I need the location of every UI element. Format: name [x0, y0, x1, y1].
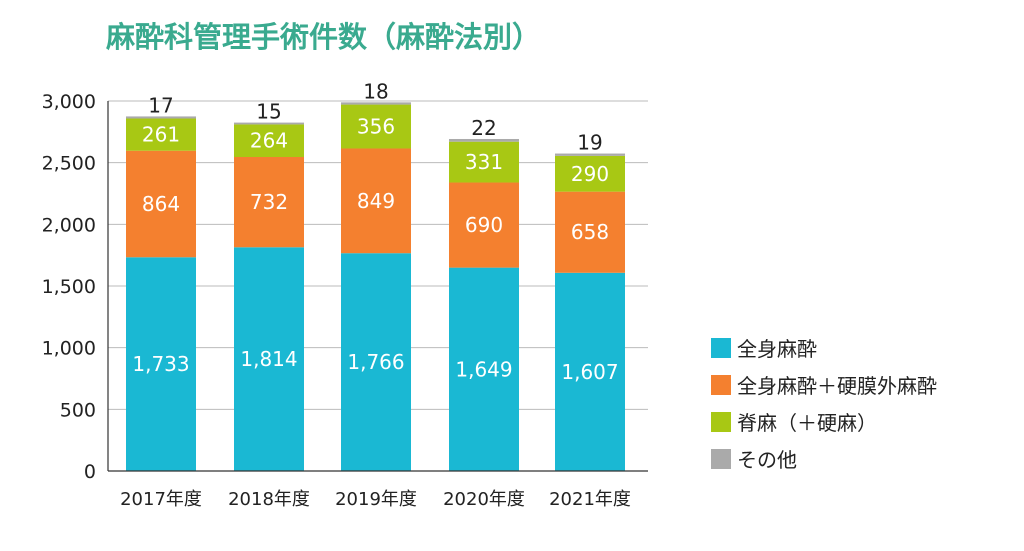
data-label: 264 [250, 129, 288, 153]
data-label: 864 [142, 192, 180, 216]
legend-swatch [711, 375, 731, 395]
bar-segment [449, 141, 519, 183]
data-label: 22 [471, 116, 496, 140]
data-label: 1,649 [455, 357, 512, 381]
y-tick-label: 2,000 [42, 214, 96, 236]
data-label: 732 [250, 190, 288, 214]
y-tick-label: 3,000 [42, 91, 96, 113]
legend-swatch [711, 412, 731, 432]
bar-segment [126, 116, 196, 119]
data-label: 331 [465, 150, 503, 174]
axes: 0 500 1,000 1,500 2,000 2,500 3,000 2017年度 2018年… [42, 91, 648, 510]
x-tick-label: 2019年度 [335, 489, 417, 510]
bars [126, 102, 625, 471]
legend-label: 全身麻酔 [737, 337, 817, 361]
bar-segment [234, 124, 304, 157]
bar-segment [449, 267, 519, 471]
legend-swatch [711, 338, 731, 358]
bar-segment [555, 155, 625, 192]
bar-segment [555, 272, 625, 471]
bar-segment [126, 118, 196, 151]
data-label: 261 [142, 123, 180, 147]
data-label: 849 [357, 189, 395, 213]
y-tick-label: 1,500 [42, 276, 96, 298]
data-labels: 1,733 864 261 17 1,814 732 264 15 1,766 849 356 18 1… [132, 79, 618, 384]
data-label: 690 [465, 213, 503, 237]
bar-segment [234, 247, 304, 471]
bar-segment [555, 153, 625, 156]
bar-segment [234, 122, 304, 125]
data-label: 1,733 [132, 352, 189, 376]
bar-segment [341, 148, 411, 254]
bar-segment [449, 138, 519, 142]
y-tick-label: 1,000 [42, 338, 96, 360]
bar-segment [341, 102, 411, 105]
bar-segment [341, 253, 411, 471]
legend-label: 全身麻酔＋硬膜外麻酔 [737, 374, 937, 398]
x-tick-label: 2021年度 [549, 489, 631, 510]
chart-title: 麻酔科管理手術件数（麻酔法別） [106, 20, 541, 54]
data-label: 19 [577, 131, 602, 155]
bar-segment [234, 156, 304, 248]
bar-segment [449, 182, 519, 268]
y-tick-label: 500 [60, 399, 96, 421]
legend-label: その他 [737, 448, 797, 472]
x-tick-label: 2018年度 [228, 489, 310, 510]
y-tick-label: 2,500 [42, 153, 96, 175]
data-label: 1,607 [561, 360, 618, 384]
x-tick-label: 2020年度 [443, 489, 525, 510]
data-label: 18 [363, 79, 388, 103]
bar-segment [126, 150, 196, 258]
legend-swatch [711, 449, 731, 469]
x-tick-label: 2017年度 [120, 489, 202, 510]
data-label: 658 [571, 220, 609, 244]
bar-segment [555, 191, 625, 273]
data-label: 1,814 [240, 347, 297, 371]
data-label: 15 [256, 100, 281, 124]
y-tick-label: 0 [84, 461, 96, 483]
data-label: 1,766 [347, 350, 404, 374]
data-label: 356 [357, 115, 395, 139]
data-label: 290 [571, 162, 609, 186]
legend-label: 脊麻（＋硬麻） [737, 411, 877, 435]
bar-segment [126, 257, 196, 471]
data-label: 17 [148, 93, 173, 117]
bar-segment [341, 104, 411, 149]
